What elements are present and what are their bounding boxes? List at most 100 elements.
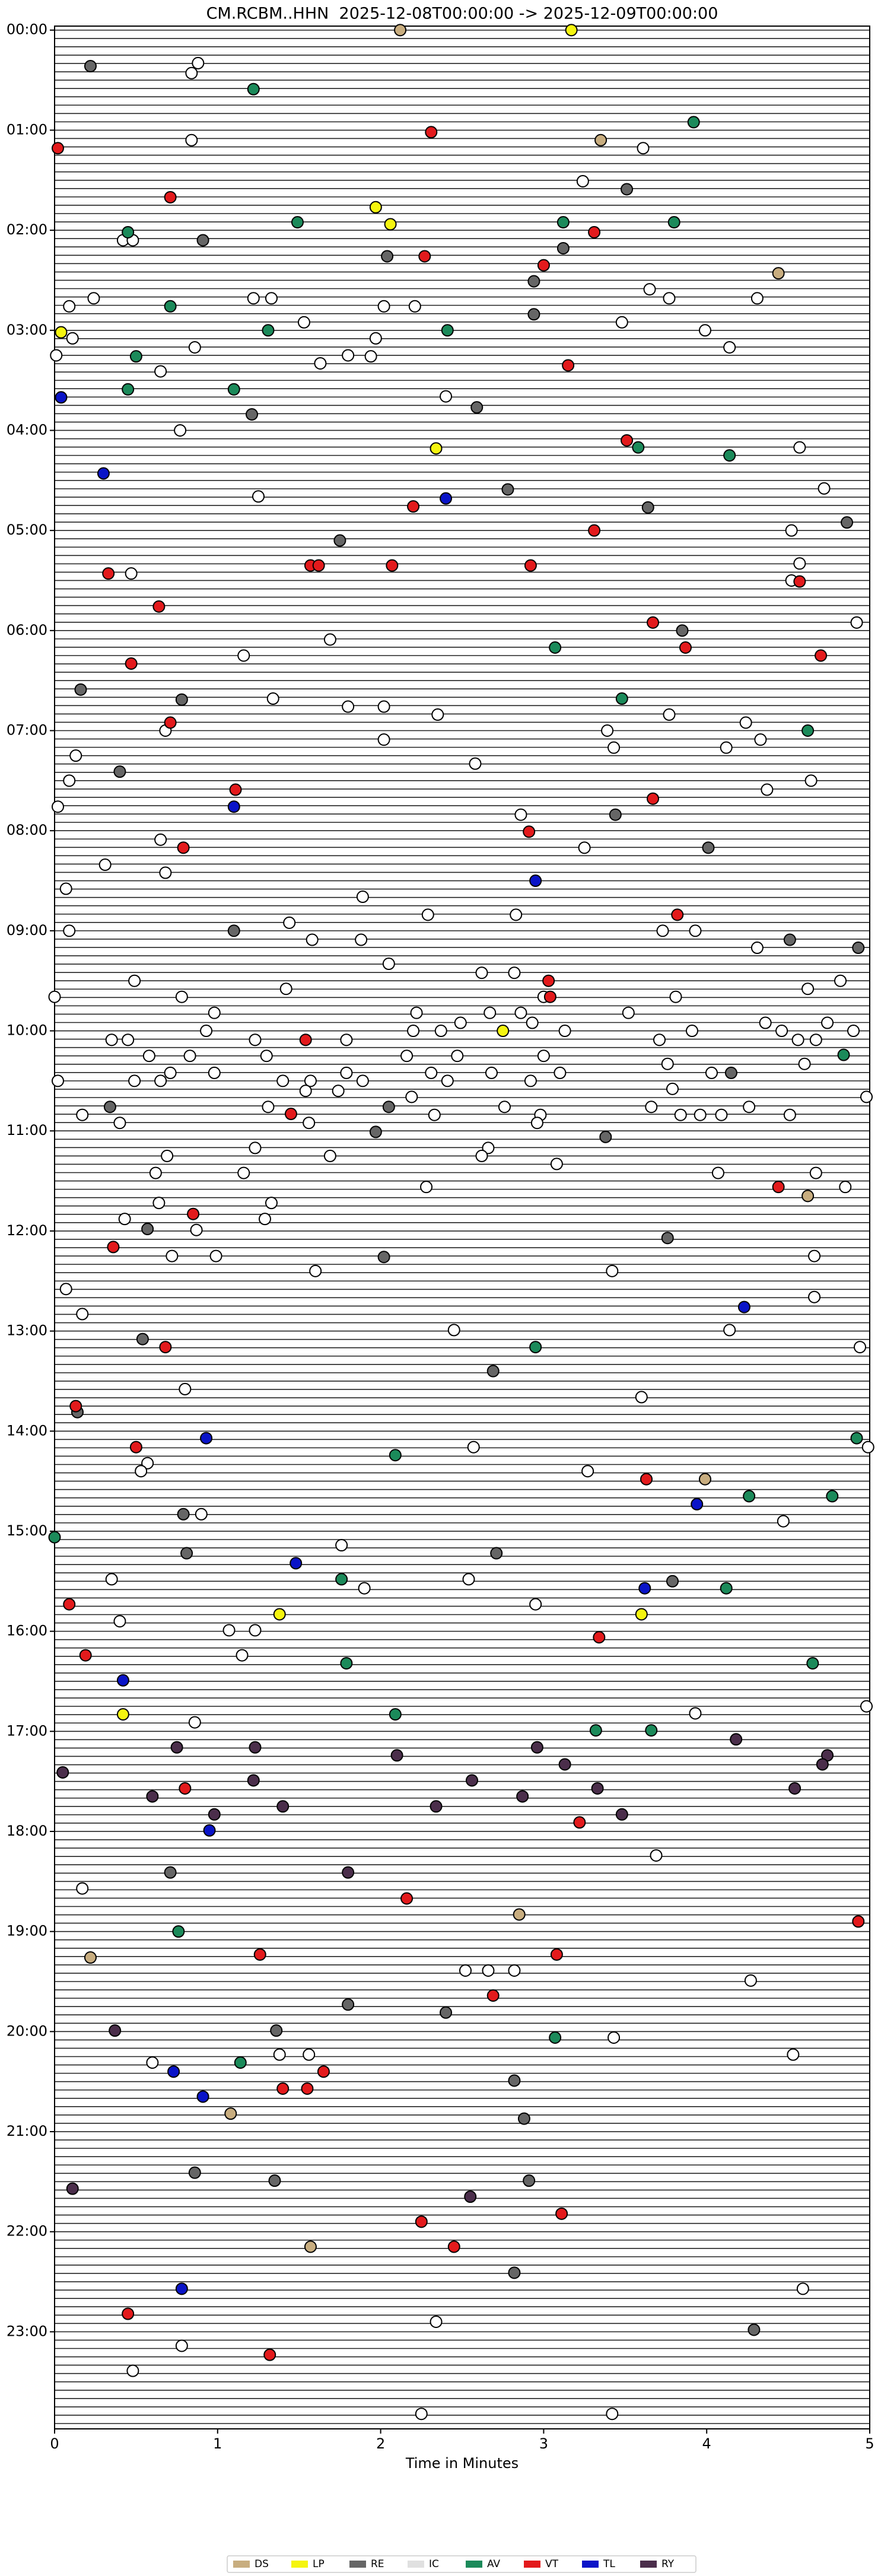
- event-marker: [508, 2266, 521, 2279]
- event-marker: [588, 225, 601, 238]
- event-marker: [530, 1741, 543, 1754]
- event-marker: [839, 1181, 852, 1194]
- event-marker: [785, 524, 798, 537]
- event-marker: [475, 1149, 488, 1162]
- event-marker: [527, 275, 540, 288]
- event-marker: [687, 116, 700, 129]
- event-marker: [647, 792, 660, 805]
- event-marker: [76, 1308, 89, 1321]
- event-marker: [229, 783, 242, 796]
- event-marker: [390, 1749, 403, 1762]
- event-marker: [177, 841, 190, 854]
- event-marker: [136, 1332, 149, 1346]
- event-marker: [113, 1615, 126, 1628]
- event-marker: [573, 1816, 586, 1829]
- event-marker: [386, 559, 399, 572]
- event-marker: [860, 1700, 873, 1713]
- event-marker: [464, 2190, 477, 2203]
- event-marker: [514, 808, 527, 821]
- event-marker: [645, 1724, 658, 1737]
- event-marker: [860, 1090, 873, 1103]
- event-marker: [702, 841, 715, 854]
- event-marker: [323, 633, 336, 646]
- event-marker: [283, 916, 296, 929]
- event-marker: [312, 559, 325, 572]
- event-marker: [183, 1050, 196, 1063]
- event-marker: [358, 1582, 371, 1595]
- event-marker: [666, 1575, 679, 1588]
- event-marker: [188, 2166, 201, 2179]
- event-marker: [265, 292, 278, 305]
- event-marker: [720, 1582, 733, 1595]
- event-marker: [679, 641, 692, 654]
- event-marker: [434, 1025, 447, 1038]
- event-marker: [299, 1085, 312, 1098]
- y-tick-label: 03:00: [7, 322, 47, 338]
- event-marker: [676, 624, 689, 637]
- event-marker: [247, 1774, 260, 1787]
- event-marker: [705, 1066, 718, 1079]
- event-marker: [142, 1050, 155, 1063]
- event-series: [51, 126, 865, 2361]
- event-marker: [179, 1782, 192, 1795]
- event-marker: [556, 216, 570, 229]
- event-marker: [48, 990, 61, 1003]
- event-marker: [730, 1733, 743, 1746]
- event-marker: [581, 1465, 594, 1478]
- event-marker: [377, 733, 390, 746]
- event-marker: [146, 1790, 159, 1803]
- event-marker: [526, 1016, 539, 1029]
- event-marker: [806, 1657, 819, 1670]
- y-tick-label: 06:00: [7, 622, 47, 638]
- event-marker: [129, 1440, 142, 1454]
- legend-swatch: [408, 2561, 424, 2568]
- event-marker: [161, 1149, 174, 1162]
- y-tick-label: 20:00: [7, 2022, 47, 2039]
- event-marker: [263, 2348, 276, 2361]
- event-marker: [834, 974, 847, 987]
- event-marker: [154, 833, 167, 846]
- event-marker: [421, 908, 434, 921]
- event-series: [55, 391, 750, 2295]
- event-series: [55, 24, 648, 1721]
- event-marker: [451, 1050, 464, 1063]
- event-marker: [247, 292, 260, 305]
- event-marker: [425, 126, 438, 139]
- event-marker: [462, 1573, 475, 1586]
- y-tick-label: 15:00: [7, 1522, 47, 1539]
- event-marker: [554, 1066, 567, 1079]
- event-marker: [342, 1998, 355, 2011]
- event-marker: [377, 700, 390, 713]
- event-marker: [262, 324, 275, 337]
- event-marker: [663, 708, 676, 721]
- event-marker: [671, 908, 684, 921]
- legend-swatch: [524, 2561, 540, 2568]
- x-axis-label: Time in Minutes: [405, 2455, 519, 2472]
- event-marker: [51, 142, 64, 155]
- event-marker: [166, 1249, 179, 1262]
- legend-swatch: [640, 2561, 657, 2568]
- event-marker: [200, 1432, 213, 1445]
- event-marker: [723, 449, 736, 462]
- event-marker: [661, 1057, 674, 1070]
- event-marker: [656, 924, 669, 937]
- event-marker: [647, 616, 660, 629]
- event-marker: [537, 259, 550, 272]
- event-marker: [175, 990, 188, 1003]
- event-marker: [69, 749, 82, 762]
- event-marker: [549, 641, 562, 654]
- event-marker: [809, 1166, 822, 1179]
- event-marker: [340, 1033, 353, 1047]
- x-tick-label: 4: [702, 2435, 711, 2452]
- event-marker: [249, 1624, 262, 1637]
- event-marker: [164, 716, 177, 729]
- event-marker: [266, 692, 279, 705]
- event-marker: [87, 292, 100, 305]
- event-marker: [459, 1964, 472, 1977]
- y-tick-label: 10:00: [7, 1022, 47, 1039]
- event-marker: [772, 1181, 785, 1194]
- event-marker: [549, 2031, 562, 2044]
- event-marker: [208, 1006, 221, 1019]
- event-marker: [641, 501, 654, 514]
- y-tick-label: 08:00: [7, 822, 47, 838]
